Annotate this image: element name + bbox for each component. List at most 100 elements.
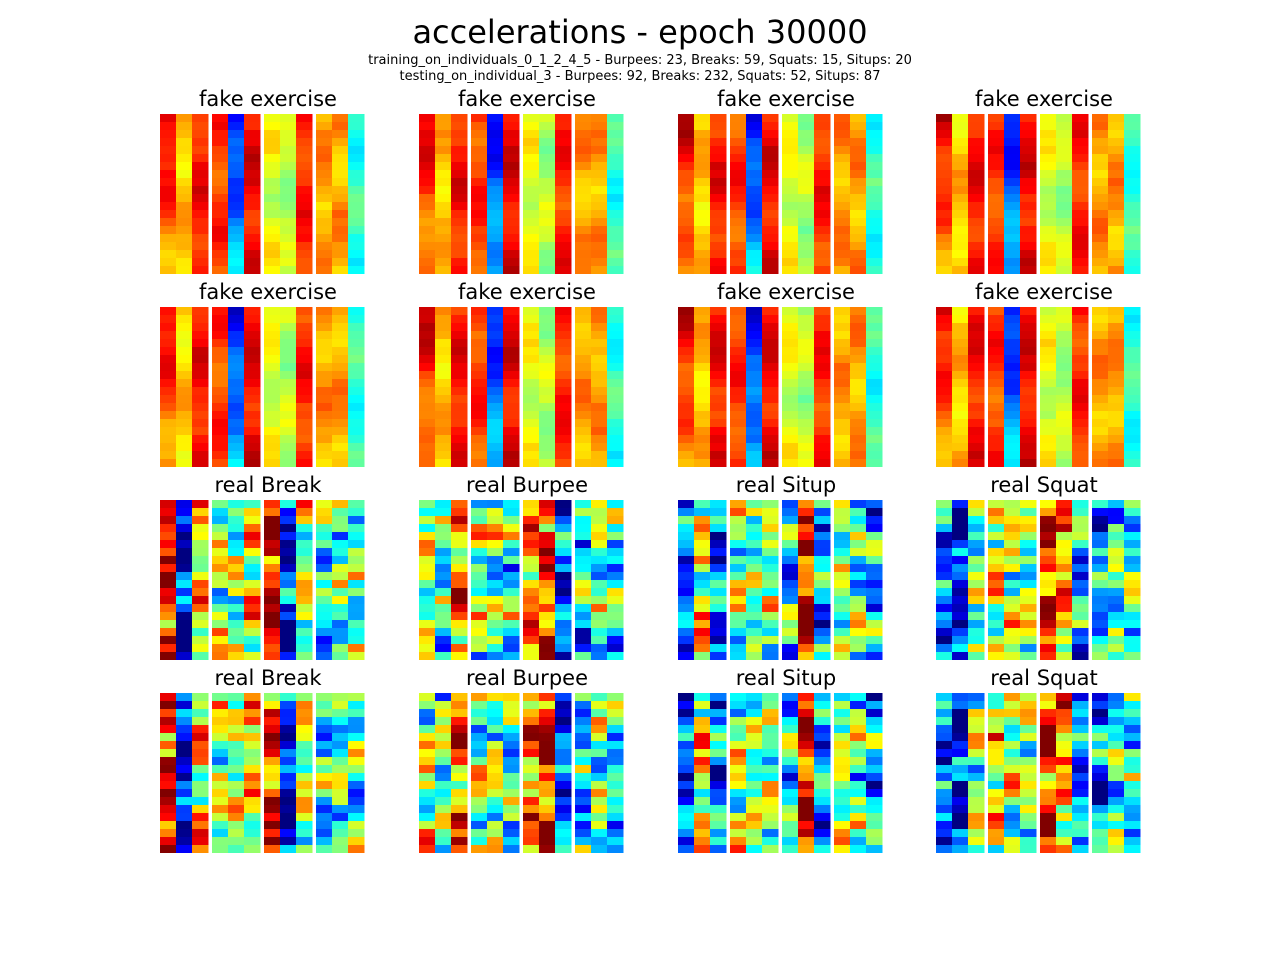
heatmap-cell xyxy=(694,218,711,227)
heatmap-cell xyxy=(523,733,540,742)
heatmap-cell xyxy=(866,572,883,581)
heatmap-cell xyxy=(678,540,695,549)
heatmap-cell xyxy=(1124,781,1141,790)
heatmap-cell xyxy=(678,162,695,171)
heatmap-cell xyxy=(280,612,297,621)
heatmap-cell xyxy=(192,821,209,830)
heatmap-cell xyxy=(1040,347,1057,356)
heatmap-cell xyxy=(1092,693,1109,702)
heatmap-cell xyxy=(762,693,779,702)
heatmap-cell xyxy=(952,620,969,629)
heatmap-cell xyxy=(487,564,504,573)
heatmap-cell xyxy=(746,612,763,621)
heatmap xyxy=(419,114,624,274)
heatmap-cell xyxy=(1056,765,1073,774)
heatmap-cell xyxy=(988,588,1005,597)
heatmap-cell xyxy=(1124,363,1141,372)
heatmap-cell xyxy=(212,315,229,324)
heatmap-cell xyxy=(814,403,831,412)
heatmap-cell xyxy=(850,427,867,436)
heatmap-cell xyxy=(798,194,815,203)
heatmap-cell xyxy=(710,339,727,348)
heatmap-cell xyxy=(850,556,867,565)
heatmap-cell xyxy=(487,403,504,412)
heatmap-cell xyxy=(451,379,468,388)
heatmap-cell xyxy=(244,709,261,718)
heatmap-cell xyxy=(1020,789,1037,798)
heatmap-cell xyxy=(451,395,468,404)
heatmap-cell xyxy=(762,837,779,846)
heatmap-cell xyxy=(539,628,556,637)
heatmap-cell xyxy=(435,114,452,123)
heatmap-cell xyxy=(419,709,436,718)
heatmap-cell xyxy=(539,604,556,613)
heatmap-cell xyxy=(952,451,969,460)
heatmap-cell xyxy=(503,250,520,259)
heatmap-cell xyxy=(968,194,985,203)
heatmap-cell xyxy=(176,813,193,822)
heatmap-cell xyxy=(503,725,520,734)
heatmap-cell xyxy=(730,516,747,525)
heatmap-cell xyxy=(607,138,624,147)
heatmap-cell xyxy=(1124,435,1141,444)
heatmap-cell xyxy=(296,242,313,251)
heatmap-cell xyxy=(746,379,763,388)
heatmap-cell xyxy=(1092,435,1109,444)
heatmap-cell xyxy=(607,644,624,653)
heatmap-cell xyxy=(798,387,815,396)
heatmap-cell xyxy=(730,829,747,838)
heatmap-cell xyxy=(176,644,193,653)
heatmap-cell xyxy=(762,202,779,211)
heatmap-cell xyxy=(952,588,969,597)
heatmap-cell xyxy=(968,749,985,758)
heatmap-cell xyxy=(1092,757,1109,766)
heatmap-cell xyxy=(1020,242,1037,251)
heatmap-cell xyxy=(487,435,504,444)
heatmap-cell xyxy=(471,347,488,356)
heatmap-cell xyxy=(1092,765,1109,774)
heatmap-cell xyxy=(1124,564,1141,573)
heatmap-cell xyxy=(730,628,747,637)
heatmap-cell xyxy=(244,315,261,324)
heatmap-cell xyxy=(503,411,520,420)
heatmap-cell xyxy=(419,556,436,565)
heatmap-cell xyxy=(591,347,608,356)
heatmap-cell xyxy=(607,130,624,139)
heatmap-cell xyxy=(332,821,349,830)
heatmap-cell xyxy=(936,162,953,171)
heatmap-cell xyxy=(435,363,452,372)
heatmap-cell xyxy=(176,508,193,517)
heatmap-cell xyxy=(1124,516,1141,525)
heatmap-cell xyxy=(866,307,883,316)
heatmap-cell xyxy=(834,612,851,621)
heatmap-cell xyxy=(419,781,436,790)
heatmap-cell xyxy=(575,363,592,372)
heatmap-cell xyxy=(264,845,281,853)
heatmap-cell xyxy=(866,218,883,227)
heatmap-cell xyxy=(730,588,747,597)
heatmap-cell xyxy=(1056,234,1073,243)
heatmap-cell xyxy=(555,845,572,853)
heatmap-cell xyxy=(607,194,624,203)
heatmap-cell xyxy=(244,717,261,726)
heatmap-cell xyxy=(762,709,779,718)
heatmap-cell xyxy=(694,604,711,613)
heatmap-cell xyxy=(834,363,851,372)
heatmap-cell xyxy=(1020,315,1037,324)
heatmap-cell xyxy=(1040,266,1057,274)
heatmap-cell xyxy=(192,194,209,203)
heatmap-cell xyxy=(332,620,349,629)
heatmap-cell xyxy=(280,162,297,171)
heatmap-cell xyxy=(968,548,985,557)
heatmap-cell xyxy=(332,733,349,742)
heatmap-cell xyxy=(936,114,953,123)
heatmap-cell xyxy=(1040,178,1057,187)
heatmap-cell xyxy=(296,636,313,645)
heatmap-cell xyxy=(264,797,281,806)
heatmap-cell xyxy=(798,620,815,629)
heatmap-cell xyxy=(591,242,608,251)
heatmap-cell xyxy=(1092,451,1109,460)
heatmap-cell xyxy=(866,138,883,147)
heatmap-cell xyxy=(503,114,520,123)
heatmap-cell xyxy=(762,604,779,613)
